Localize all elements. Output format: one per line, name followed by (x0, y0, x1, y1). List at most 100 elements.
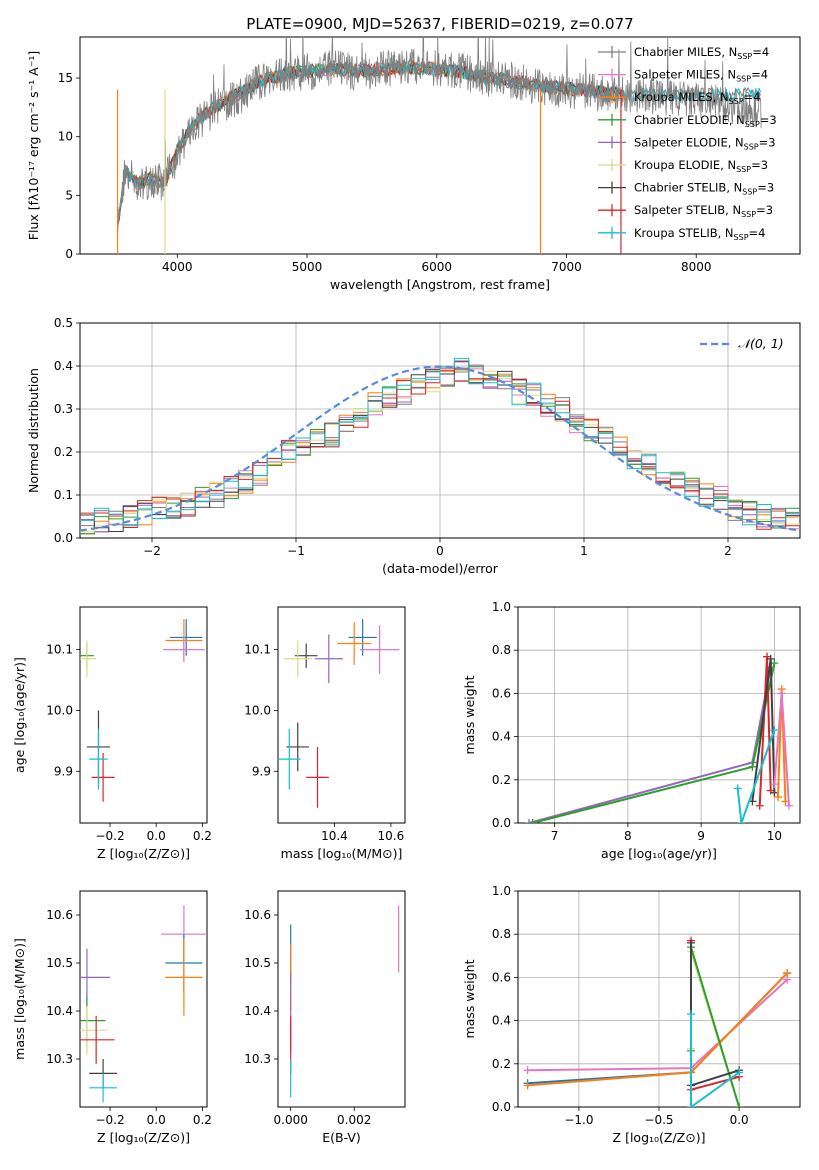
weight-marker (766, 654, 775, 663)
weight-series-line (736, 729, 776, 823)
weight-series-line (690, 1014, 740, 1107)
y-axis-label: mass [log₁₀(M/M⊙)] (12, 938, 27, 1060)
x-axis-label: Z [log₁₀(Z/Z⊙)] (613, 1130, 706, 1145)
x-axis-label: Z [log₁₀(Z/Z⊙)] (97, 1130, 190, 1145)
errorbars (80, 619, 205, 802)
weight-marker (774, 793, 783, 802)
weight-marker (770, 788, 779, 797)
y-tick-label: 0.4 (492, 730, 511, 744)
x-axis-label: age [log₁₀(age/yr)] (601, 846, 717, 861)
legend-label: Chabrier ELODIE, N (634, 113, 745, 127)
weight-marker (735, 1103, 744, 1107)
y-tick-label: 1.0 (492, 884, 511, 898)
observed-spectrum-line (117, 37, 762, 234)
y-tick-label: 9.9 (54, 764, 73, 778)
x-tick-label: 7000 (551, 260, 582, 274)
x-tick-label: 0.0 (147, 1113, 166, 1127)
y-tick-label: 0.0 (54, 531, 73, 545)
x-tick-label: 1 (580, 544, 588, 558)
legend-entry: Kroupa STELIB, NSSP=4 (634, 226, 765, 242)
x-tick-label: 2 (724, 544, 732, 558)
weight-marker (524, 819, 533, 823)
plot-frame (79, 36, 801, 255)
x-axis-label: wavelength [Angstrom, rest frame] (330, 277, 550, 292)
weight-marker (687, 1103, 696, 1107)
plot-frame (277, 606, 406, 824)
legend-sub: SSP (736, 165, 751, 174)
y-tick-label: 0.5 (54, 316, 73, 330)
y-tick-label: 10.3 (244, 1052, 271, 1066)
legend-entry: Chabrier MILES, NSSP=4 (634, 45, 769, 61)
errorbars (278, 619, 400, 808)
legend-label: Chabrier MILES, N (634, 45, 737, 59)
x-tick-label: 0 (436, 544, 444, 558)
figure-title: PLATE=0900, MJD=52637, FIBERID=0219, z=0… (246, 15, 633, 33)
y-tick-label: 5 (65, 188, 73, 202)
legend-entry: Salpeter STELIB, NSSP=3 (634, 203, 773, 219)
legend-sub: SSP (745, 120, 760, 129)
legend-tail: =4 (744, 90, 761, 104)
y-tick-label: 10.5 (244, 956, 271, 970)
legend-entry: Salpeter ELODIE, NSSP=3 (634, 135, 776, 151)
x-tick-label: 0.2 (193, 1113, 212, 1127)
legend-entry: Kroupa ELODIE, NSSP=3 (634, 158, 768, 174)
weight-marker (770, 726, 779, 735)
panel-weight_vs_Z: −1.0 −0.5 0.0 0.0 0.2 0.4 0.6 0.8 1.0 Z [log₁₀(Z/… (462, 884, 801, 1145)
weight-marker (783, 969, 792, 978)
y-tick-label: 0.1 (54, 488, 73, 502)
legend-sub: SSP (741, 210, 756, 219)
legend-sub: SSP (729, 97, 744, 106)
legend-entry: Chabrier ELODIE, NSSP=3 (634, 113, 777, 129)
x-tick-label: 10 (767, 829, 782, 843)
y-tick-label: 15 (58, 71, 73, 85)
x-tick-label: 9 (697, 829, 705, 843)
x-tick-label: 0.0 (730, 1113, 749, 1127)
legend-label: Chabrier STELIB, N (634, 181, 742, 195)
y-tick-label: 0.2 (54, 445, 73, 459)
plot-frame (277, 890, 406, 1108)
weight-series-line (690, 940, 740, 1092)
y-tick-label: 0.6 (492, 970, 511, 984)
y-tick-label: 9.9 (252, 764, 271, 778)
panel-weight_vs_age: 7 8 9 10 0.0 0.2 0.4 0.6 0.8 1.0 age [log₁₀(age/yr… (462, 600, 801, 861)
y-tick-label: 10.0 (244, 703, 271, 717)
legend-label: Salpeter ELODIE, N (634, 135, 744, 149)
y-tick-label: 0.3 (54, 402, 73, 416)
legend-tail: =3 (756, 203, 773, 217)
weight-marker (733, 784, 742, 793)
y-tick-label: 0.4 (492, 1014, 511, 1028)
y-axis-label: Flux [fλ10⁻¹⁷ erg cm⁻² s⁻¹ A⁻¹] (26, 51, 41, 240)
plot-frame (517, 890, 801, 1108)
y-tick-label: 0.8 (492, 927, 511, 941)
panel-spectrum: 4000 5000 6000 7000 8000 0 5 10 15 wavelength [An… (26, 36, 801, 292)
legend-label: Kroupa ELODIE, N (634, 158, 736, 172)
weight-marker (770, 780, 779, 789)
plot-frame (79, 606, 208, 824)
legend-tail: =4 (749, 226, 766, 240)
x-tick-label: 8 (624, 829, 632, 843)
panel-residuals: −2 −1 0 1 2 0.0 0.1 0.2 0.3 0.4 0.5 (data-model)/er… (26, 316, 801, 576)
weight-marker (523, 1066, 532, 1075)
x-axis-label: Z [log₁₀(Z/Z⊙)] (97, 846, 190, 861)
y-tick-label: 10 (58, 130, 73, 144)
y-tick-label: 0.0 (492, 816, 511, 830)
weight-series-line (527, 978, 788, 1072)
x-tick-label: 0.000 (274, 1113, 308, 1127)
y-axis-label: mass weight (462, 959, 477, 1038)
panel-age_vs_mass: 10.4 10.6 9.9 10.0 10.1 mass [log₁₀(M/M⊙)] (244, 606, 406, 861)
y-tick-label: 10.4 (244, 1004, 271, 1018)
weight-marker (748, 762, 757, 771)
weight-marker (777, 689, 786, 698)
y-tick-label: 10.3 (46, 1052, 73, 1066)
legend-label: Salpeter MILES, N (634, 68, 736, 82)
y-tick-label: 10.5 (46, 956, 73, 970)
legend-sub: SSP (737, 52, 752, 61)
y-axis-label: age [log₁₀(age/yr)] (12, 657, 27, 773)
errorbars (290, 905, 400, 1098)
x-tick-label: −1.0 (564, 1113, 593, 1127)
legend-sub: SSP (744, 142, 759, 151)
y-tick-label: 10.1 (244, 643, 271, 657)
